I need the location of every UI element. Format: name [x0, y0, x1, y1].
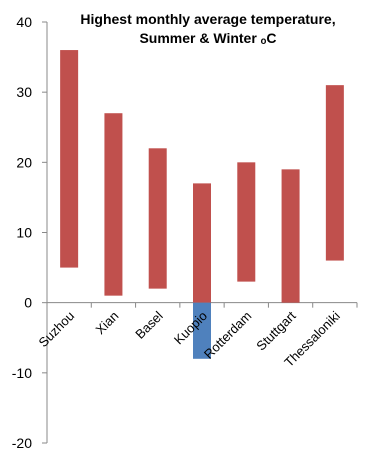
bar-rotterdam-summer — [237, 162, 255, 281]
y-tick-label: 30 — [16, 84, 32, 100]
y-tick-label: -10 — [12, 365, 32, 381]
y-tick-label: 40 — [16, 14, 32, 30]
bar-xian-summer — [104, 113, 122, 295]
bar-thessaloniki-summer — [326, 85, 344, 260]
category-label-xian: Xian — [93, 308, 122, 337]
bar-basel-summer — [149, 148, 167, 288]
category-label-basel: Basel — [132, 308, 166, 342]
labels: Suzhou Xian Basel KuopioRotterdamStuttgartT… — [35, 308, 343, 370]
y-tick-label: -20 — [12, 435, 32, 451]
y-tick-label: 20 — [16, 154, 32, 170]
bar-suzhou-summer — [60, 50, 78, 268]
chart-title-line-1: Highest monthly average temperature, — [80, 11, 335, 27]
bar-stuttgart-summer — [282, 169, 300, 302]
chart-title-line-2: Summer & Winter ₒC — [139, 30, 276, 46]
category-label-suzhou: Suzhou — [35, 308, 77, 350]
y-tick-label: 0 — [24, 295, 32, 311]
y-tick-label: 10 — [16, 225, 32, 241]
category-label-stuttgart: Stuttgart — [253, 308, 299, 354]
bar-kuopio-summer — [193, 183, 211, 302]
